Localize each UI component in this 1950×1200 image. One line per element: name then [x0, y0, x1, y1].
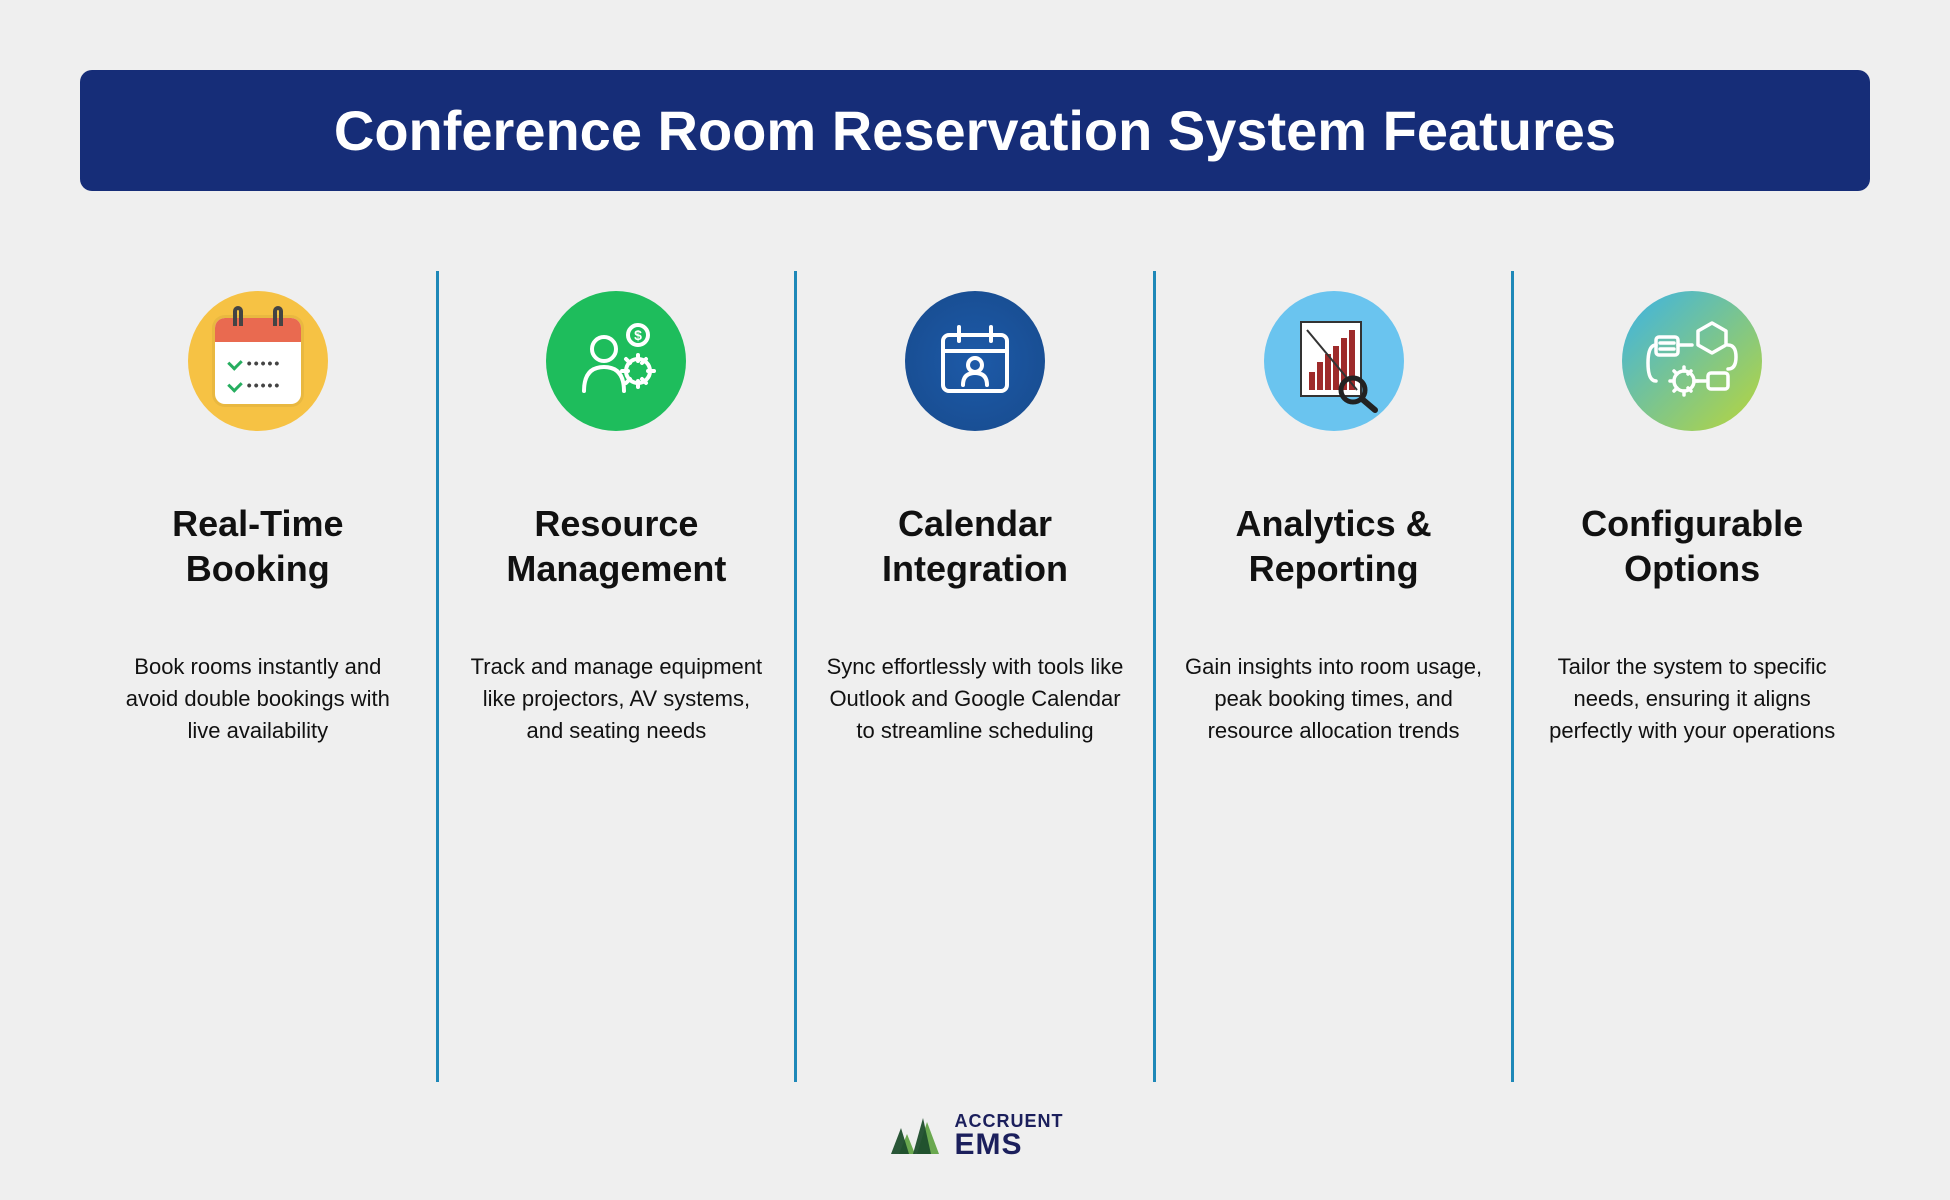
- feature-col-resource: $ Resource Management Track and manage e…: [439, 271, 795, 1082]
- logo-text: ACCRUENT EMS: [955, 1112, 1064, 1160]
- person-gear-icon: $: [546, 291, 686, 431]
- feature-desc: Gain insights into room usage, peak book…: [1184, 651, 1484, 747]
- feature-title: Analytics & Reporting: [1184, 501, 1484, 601]
- feature-title: Calendar Integration: [825, 501, 1125, 601]
- chart-magnify-icon: [1264, 291, 1404, 431]
- calendar-user-icon: [905, 291, 1045, 431]
- feature-desc: Track and manage equipment like projecto…: [467, 651, 767, 747]
- feature-title: Real-Time Booking: [108, 501, 408, 601]
- svg-text:$: $: [634, 327, 642, 343]
- feature-title: Configurable Options: [1542, 501, 1842, 601]
- logo-mark-icon: [887, 1114, 943, 1158]
- features-row: ••••• ••••• Real-Time Booking Book rooms…: [80, 271, 1870, 1082]
- title-bar: Conference Room Reservation System Featu…: [80, 70, 1870, 191]
- feature-desc: Book rooms instantly and avoid double bo…: [108, 651, 408, 747]
- feature-col-config: Configurable Options Tailor the system t…: [1514, 271, 1870, 1082]
- feature-col-calendar: Calendar Integration Sync effortlessly w…: [797, 271, 1153, 1082]
- logo-brand-bottom: EMS: [955, 1130, 1064, 1160]
- workflow-icon: [1622, 291, 1762, 431]
- feature-col-analytics: Analytics & Reporting Gain insights into…: [1156, 271, 1512, 1082]
- calendar-check-icon: ••••• •••••: [188, 291, 328, 431]
- feature-desc: Tailor the system to specific needs, ens…: [1542, 651, 1842, 747]
- feature-desc: Sync effortlessly with tools like Outloo…: [825, 651, 1125, 747]
- feature-col-realtime: ••••• ••••• Real-Time Booking Book rooms…: [80, 271, 436, 1082]
- page-title: Conference Room Reservation System Featu…: [100, 98, 1850, 163]
- footer-logo: ACCRUENT EMS: [80, 1112, 1870, 1160]
- feature-title: Resource Management: [467, 501, 767, 601]
